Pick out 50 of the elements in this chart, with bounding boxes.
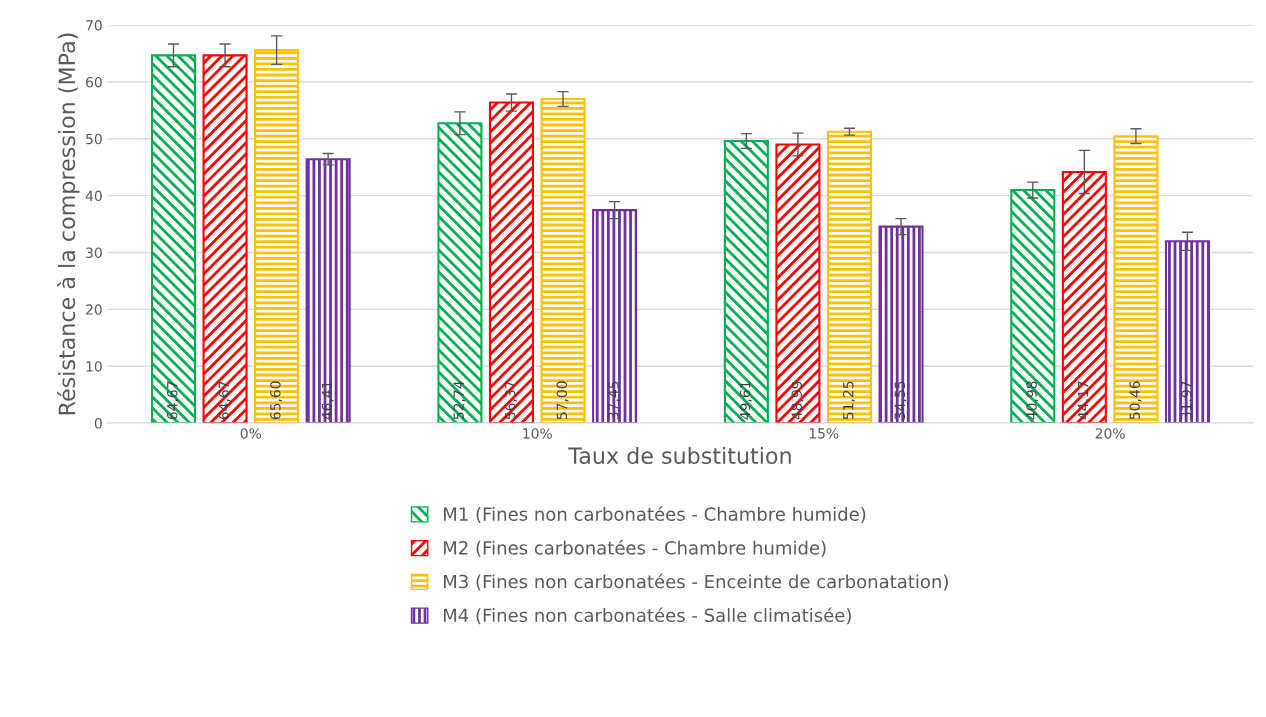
bar [723,139,769,424]
bar [1061,170,1107,424]
bar [1113,135,1159,424]
x-tick-label: 10% [523,428,552,439]
bar [826,130,872,424]
data-label: 46,41 [321,381,334,420]
legend-label: M1 (Fines non carbonatées - Chambre humide) [443,506,866,524]
y-tick-label: 50 [86,133,102,145]
bar [488,101,534,424]
data-label: 65,60 [270,381,283,420]
legend-label: M2 (Fines carbonatées - Chambre humide) [443,539,826,557]
bar [878,225,924,424]
y-axis-title: Résistance à la compression (MPa) [57,33,80,415]
data-label: 51,25 [842,381,855,420]
legend-label: M3 (Fines non carbonatées - Enceinte de carbonatation) [443,573,948,591]
y-tick-label: 0 [94,418,102,429]
data-label: 56,37 [505,381,517,420]
y-tick-label: 20 [86,304,102,315]
data-label: 44,17 [1078,381,1090,420]
bar [1010,189,1056,424]
bar [592,209,638,424]
data-label: 64,67 [218,381,231,420]
data-label: 34,55 [894,381,907,420]
y-tick-label: 30 [86,247,102,258]
x-axis-title: Taux de substitution [568,446,791,465]
bar [254,49,300,424]
bar [305,158,351,424]
y-tick-label: 40 [85,190,102,202]
data-label: 49,61 [739,381,752,420]
data-label: 50,46 [1129,381,1142,420]
data-label: 40,98 [1026,381,1039,420]
data-label: 64,67 [167,381,179,420]
y-tick-label: 10 [86,361,102,372]
data-label: 57,00 [556,381,569,420]
x-tick-label: 15% [809,428,839,439]
data-label: 31,97 [1180,381,1193,420]
data-label: 52,74 [453,381,466,420]
y-tick-label: 70 [86,20,102,31]
data-label: 37,45 [608,381,621,420]
bar [202,54,248,424]
bar [540,97,586,424]
data-label: 48,99 [791,381,804,420]
bar [150,54,197,424]
bar [1164,240,1210,424]
bar [437,122,483,424]
bar [775,143,821,424]
y-tick-label: 60 [86,76,102,88]
x-tick-label: 0% [240,428,262,439]
x-tick-label: 20% [1095,428,1125,439]
legend-label: M4 (Fines non carbonatées - Salle climatisée) [443,607,851,625]
